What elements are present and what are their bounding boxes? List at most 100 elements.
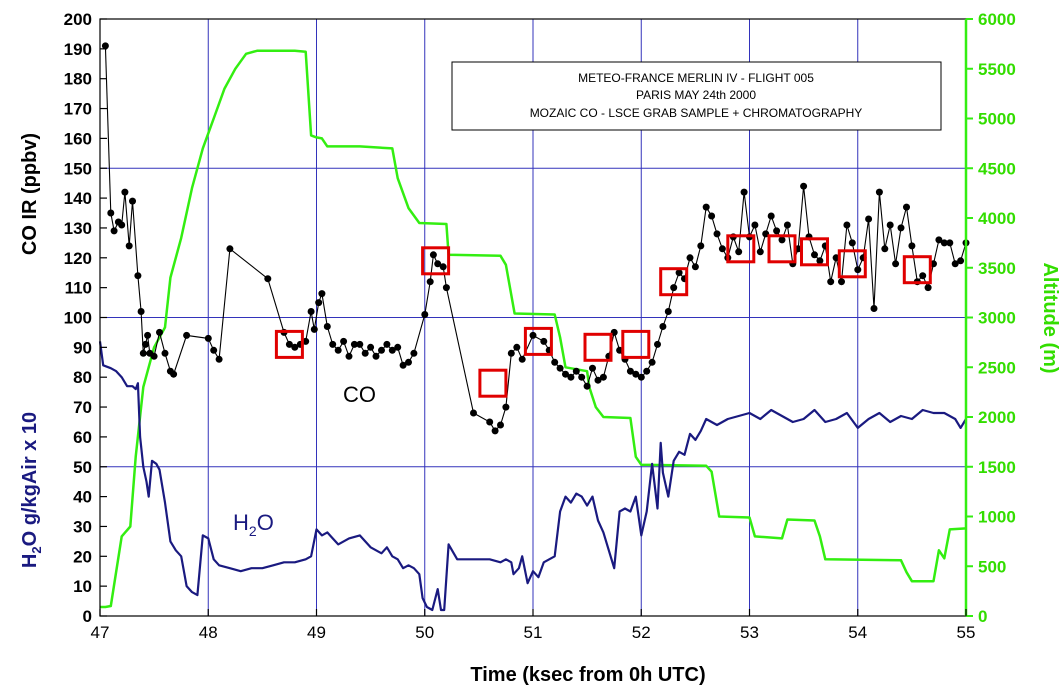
y-right-tick-label: 1500 — [978, 458, 1016, 477]
y-left-tick-label: 150 — [64, 159, 92, 178]
co-point — [583, 382, 591, 390]
co-point — [329, 340, 337, 348]
co-point — [854, 266, 862, 274]
co-point — [599, 373, 607, 381]
co-point — [924, 284, 932, 292]
h2o-label-h: H — [233, 510, 249, 535]
y-right-tick-label: 2500 — [978, 358, 1016, 377]
y-right-tick-label: 2000 — [978, 408, 1016, 427]
grab-sample-marker — [767, 234, 797, 264]
grab-sample-marker — [902, 255, 932, 285]
co-point — [783, 221, 791, 229]
co-point — [150, 352, 158, 360]
co-point — [334, 346, 342, 354]
co-point — [215, 355, 223, 363]
co-point — [919, 272, 927, 280]
co-point — [264, 275, 272, 283]
co-point — [394, 343, 402, 351]
info-line-3: MOZAIC CO - LSCE GRAB SAMPLE + CHROMATOG… — [530, 106, 863, 120]
co-point — [659, 323, 667, 330]
co-point — [518, 355, 526, 363]
y-right-tick-label: 3000 — [978, 309, 1016, 328]
co-point — [226, 245, 234, 253]
y-left-tick-label: 180 — [64, 70, 92, 89]
co-point — [946, 239, 954, 247]
co-point — [340, 337, 348, 345]
co-point — [110, 227, 118, 235]
x-tick-label: 49 — [307, 623, 326, 642]
co-point — [502, 403, 510, 411]
co-point — [170, 370, 178, 378]
co-point — [439, 263, 447, 271]
co-point — [399, 361, 407, 369]
grab-sample-marker — [621, 329, 651, 359]
co-point — [870, 305, 878, 312]
co-point — [767, 212, 775, 220]
co-point — [367, 343, 375, 351]
y-right-tick-label: 4000 — [978, 209, 1016, 228]
y-right-title: Altitude (m) — [1039, 262, 1061, 373]
co-point — [101, 42, 109, 50]
co-point — [664, 308, 672, 315]
co-point — [139, 349, 147, 357]
info-box: METEO-FRANCE MERLIN IV - FLIGHT 005 PARI… — [451, 61, 942, 131]
y-right-tick-label: 1000 — [978, 508, 1016, 527]
y-left-tick-label: 190 — [64, 40, 92, 59]
grab-sample-marker — [523, 326, 553, 356]
h2o-line — [98, 341, 967, 612]
co-point — [751, 221, 759, 229]
grab-sample-marker — [274, 329, 304, 359]
co-point — [204, 334, 212, 342]
grab-sample-series — [274, 234, 932, 398]
co-point — [654, 340, 661, 348]
grab-sample-marker — [478, 368, 508, 398]
co-point — [800, 182, 808, 190]
y-left-title-h2o: H2O g/kgAir x 10 — [19, 412, 44, 568]
co-point — [529, 331, 537, 339]
co-point — [578, 373, 586, 381]
co-point — [643, 367, 651, 375]
co-point — [372, 352, 380, 360]
y-left-tick-label: 60 — [73, 428, 92, 447]
co-point — [848, 239, 856, 247]
y-left-tick-label: 40 — [73, 488, 92, 507]
y-left-tick-label: 30 — [73, 517, 92, 536]
y-left-tick-label: 70 — [73, 398, 92, 417]
co-point — [556, 364, 564, 372]
co-point — [648, 358, 656, 366]
co-point — [940, 239, 948, 247]
x-tick-label: 50 — [415, 623, 434, 642]
co-point — [442, 284, 450, 292]
y-right-tick-label: 6000 — [978, 10, 1016, 29]
co-point — [572, 367, 580, 375]
co-point — [356, 340, 364, 348]
co-point — [486, 418, 494, 426]
co-point — [129, 197, 136, 205]
co-point — [594, 376, 602, 384]
axis-ticks: 0102030405060708090100110120130140150160… — [64, 10, 1016, 642]
co-point — [686, 254, 694, 262]
co-point — [307, 308, 315, 315]
co-point — [816, 257, 824, 265]
h2o-series — [98, 341, 967, 612]
info-line-1: METEO-FRANCE MERLIN IV - FLIGHT 005 — [578, 71, 814, 85]
co-point — [843, 221, 851, 229]
co-point — [310, 325, 318, 333]
x-tick-label: 54 — [848, 623, 867, 642]
grab-sample-marker — [837, 249, 867, 279]
grab-sample-marker — [583, 332, 613, 362]
co-point — [626, 367, 634, 375]
co-point — [875, 188, 883, 196]
x-tick-label: 48 — [199, 623, 218, 642]
y-left-tick-label: 130 — [64, 219, 92, 238]
co-point — [429, 251, 437, 259]
co-point — [697, 242, 705, 250]
co-point — [908, 242, 916, 250]
co-point — [144, 331, 152, 339]
x-tick-label: 53 — [740, 623, 759, 642]
x-tick-label: 55 — [957, 623, 976, 642]
y-left-title-h2o-sub: 2 — [29, 546, 44, 553]
co-point — [718, 245, 726, 253]
co-point — [121, 188, 129, 196]
y-left-tick-label: 80 — [73, 368, 92, 387]
